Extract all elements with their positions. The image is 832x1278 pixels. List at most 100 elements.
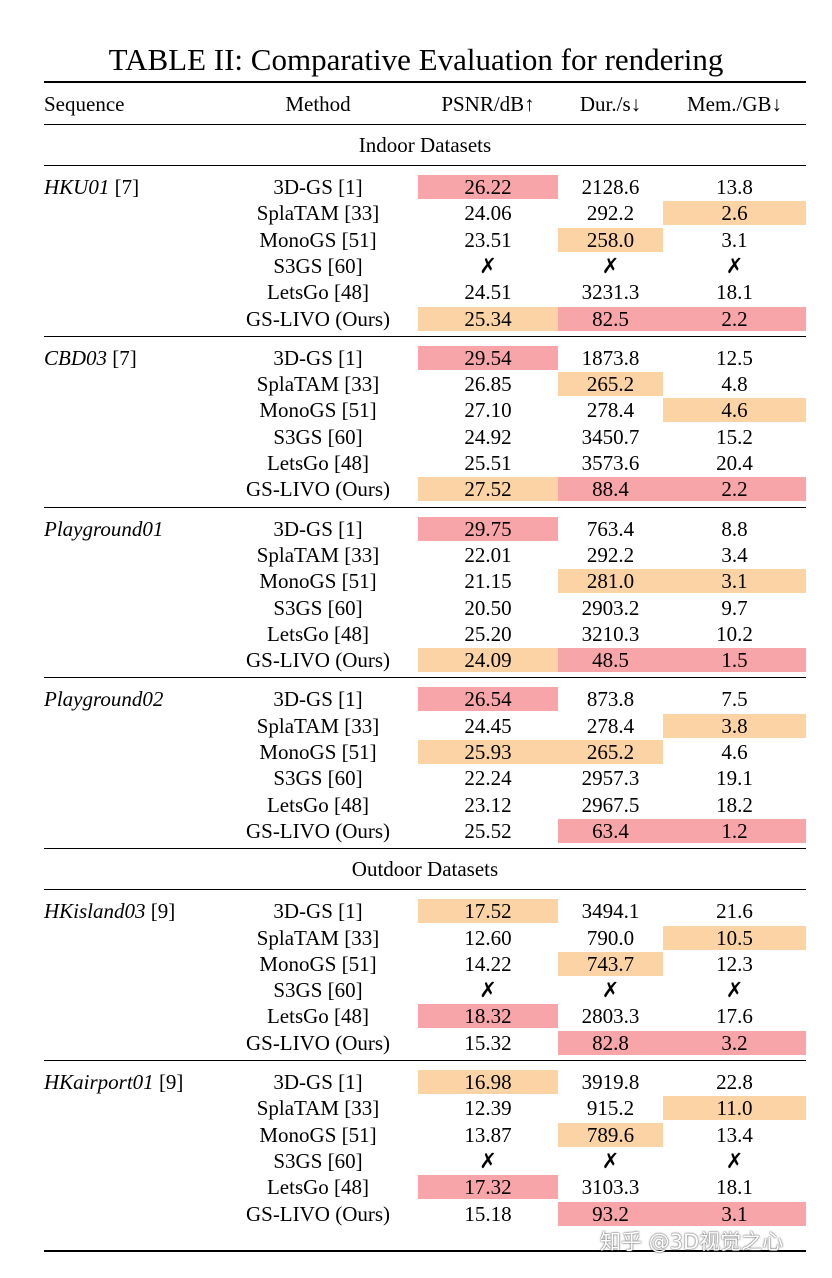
psnr-cell: 25.52 [464, 818, 512, 843]
method-cell: SplaTAM [33] [256, 372, 380, 397]
psnr-cell: 20.50 [464, 595, 512, 620]
method-cell: MonoGS [51] [259, 1122, 377, 1147]
psnr-cell: 12.39 [464, 1096, 512, 1121]
dur-cell: 265.2 [586, 372, 635, 397]
dur-cell: 48.5 [592, 648, 629, 673]
mem-cell: 7.5 [721, 687, 748, 712]
method-cell: SplaTAM [33] [256, 1096, 380, 1121]
method-cell: MonoGS [51] [259, 227, 377, 252]
sequence-label: Playground02 [44, 687, 163, 711]
dur-cell: 82.5 [592, 306, 629, 331]
section-label: Outdoor Datasets [351, 857, 499, 882]
sequence-label: HKisland03 [9] [44, 899, 175, 923]
mem-cell: 11.0 [716, 1096, 753, 1121]
dur-cell: 743.7 [586, 951, 635, 976]
sequence-name: HKisland03 [44, 899, 146, 924]
mem-cell: 13.4 [716, 1122, 753, 1147]
highlight-orange-mem [663, 925, 806, 950]
section-rule [44, 889, 806, 891]
sequence-reference: [9] [153, 1070, 184, 1094]
psnr-cell: 17.52 [464, 899, 512, 924]
psnr-cell: 13.87 [464, 1122, 512, 1147]
mem-cell: 4.6 [721, 398, 748, 423]
mem-cell: ✗ [725, 253, 744, 278]
mem-cell: 8.8 [721, 516, 748, 541]
highlight-red-mem [663, 818, 806, 843]
sequence-label: HKU01 [7] [44, 175, 139, 199]
dur-cell: 88.4 [592, 477, 629, 502]
psnr-cell: ✗ [479, 253, 497, 278]
highlight-orange-mem [663, 569, 806, 594]
watermark: 知乎 @3D视觉之心 [600, 1230, 784, 1254]
psnr-cell: 29.75 [464, 516, 512, 541]
psnr-cell: 24.45 [464, 713, 512, 738]
top-rule [44, 81, 806, 83]
block-rule [44, 506, 806, 508]
dur-cell: 281.0 [586, 569, 635, 594]
mem-cell: 21.6 [716, 899, 753, 924]
highlight-orange-psnr [418, 648, 558, 673]
block-rule [44, 677, 806, 679]
method-cell: SplaTAM [33] [256, 542, 380, 567]
method-cell: MonoGS [51] [259, 569, 377, 594]
method-cell: GS-LIVO (Ours) [245, 1030, 391, 1055]
mem-cell: ✗ [725, 1148, 744, 1173]
dur-cell: 789.6 [586, 1122, 635, 1147]
highlight-orange-mem [663, 713, 806, 738]
highlight-red-psnr [418, 1004, 558, 1029]
mem-cell: 1.2 [721, 818, 748, 843]
psnr-cell: ✗ [479, 978, 497, 1003]
psnr-cell: 24.92 [464, 424, 512, 449]
psnr-cell: 17.32 [464, 1175, 512, 1200]
mem-cell: 17.6 [716, 1004, 753, 1029]
dur-cell: 873.8 [586, 687, 635, 712]
mem-cell: 3.2 [721, 1030, 748, 1055]
dur-cell: 278.4 [586, 713, 635, 738]
block-rule [44, 848, 806, 850]
dur-cell: 3450.7 [581, 424, 640, 449]
mem-cell: 20.4 [716, 451, 753, 475]
dur-cell: 3210.3 [581, 621, 640, 646]
sequence-reference: [7] [109, 175, 140, 199]
mem-cell: 3.1 [721, 227, 748, 252]
method-cell: LetsGo [48] [266, 451, 370, 475]
mem-cell: 3.4 [721, 542, 748, 567]
header-rule [44, 124, 806, 125]
dur-cell: 3919.8 [581, 1070, 640, 1094]
highlight-red-dur [558, 306, 663, 331]
dur-cell: 3103.3 [581, 1175, 640, 1200]
table-title: TABLE II: Comparative Evaluation for ren… [108, 42, 724, 77]
highlight-red-dur [558, 1201, 663, 1226]
mem-cell: 4.8 [721, 372, 748, 397]
header-sequence: Sequence [44, 92, 125, 116]
method-cell: GS-LIVO (Ours) [245, 1201, 391, 1226]
psnr-cell: 22.01 [464, 542, 512, 567]
sequence-name: Playground01 [44, 516, 164, 541]
mem-cell: 19.1 [716, 766, 753, 791]
dur-cell: 93.2 [592, 1201, 629, 1226]
psnr-cell: 29.54 [464, 345, 512, 370]
psnr-cell: 24.06 [464, 201, 512, 226]
sequence-name: CBD03 [44, 345, 107, 370]
highlight-red-psnr [418, 687, 558, 712]
mem-cell: 2.2 [721, 306, 748, 331]
mem-cell: 3.8 [721, 713, 748, 738]
mem-cell: 3.1 [721, 569, 748, 594]
psnr-cell: 15.18 [464, 1201, 512, 1226]
highlight-red-dur [558, 648, 663, 673]
mem-cell: 12.3 [716, 951, 753, 976]
psnr-cell: 25.51 [464, 451, 512, 475]
sequence-reference: [7] [107, 345, 137, 370]
dur-cell: 258.0 [586, 227, 635, 252]
highlight-red-mem [663, 1030, 806, 1055]
highlight-orange-psnr [418, 306, 558, 331]
mem-cell: 15.2 [716, 424, 753, 449]
dur-cell: 3231.3 [581, 280, 640, 305]
psnr-cell: 22.24 [464, 766, 512, 791]
dur-cell: 790.0 [586, 925, 635, 950]
psnr-cell: 26.85 [464, 372, 512, 397]
psnr-cell: 21.15 [464, 569, 512, 594]
psnr-cell: 25.20 [464, 621, 512, 646]
psnr-cell: 18.32 [464, 1004, 512, 1029]
psnr-cell: 24.51 [464, 280, 512, 305]
